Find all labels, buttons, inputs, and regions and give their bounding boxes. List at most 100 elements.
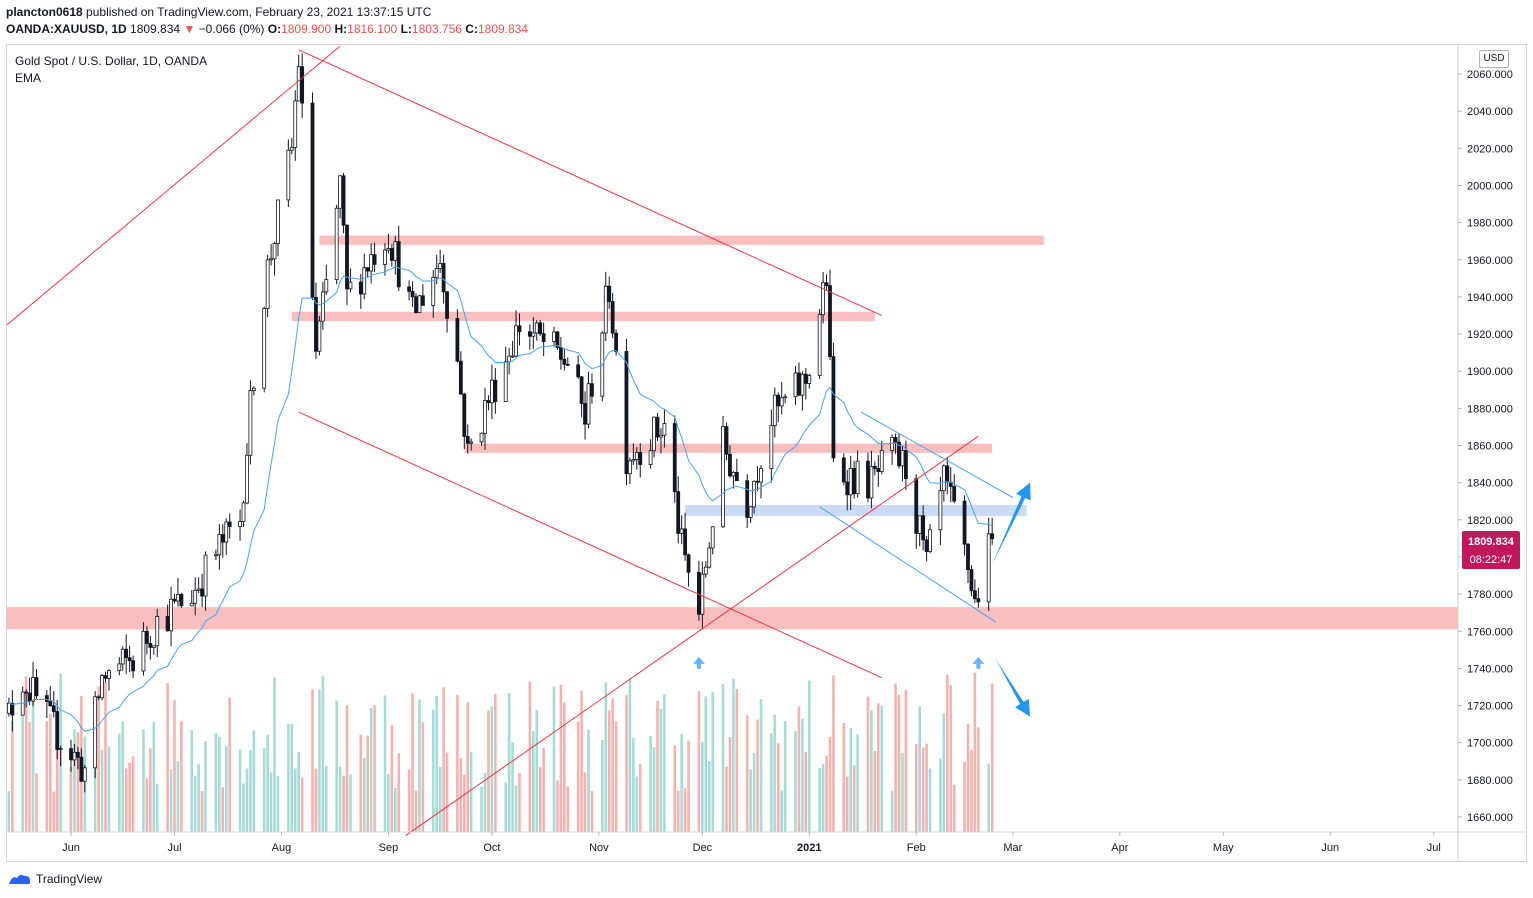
candle-body [96,696,101,699]
close-value: 1809.834 [477,22,529,36]
volume-bar [273,677,276,832]
high-value: 1816.100 [347,22,398,36]
volume-bar [963,761,966,832]
volume-bar [204,741,207,832]
volume-bar [749,769,752,832]
candle-body [845,481,850,496]
candle-body [358,281,363,295]
volume-bar [632,738,635,832]
candle-body [169,598,173,632]
candle-body [683,528,687,556]
candle-body [393,241,398,261]
candle-body [614,332,618,352]
candle-body [638,452,643,465]
volume-bar [345,705,349,832]
candle-body [807,374,812,384]
volume-bar [635,776,639,832]
volume-bar [456,694,459,832]
candle-body [10,702,15,716]
candle-body [172,598,177,602]
trend-line [298,49,882,316]
volume-bar [804,751,808,832]
candle-body [855,460,860,495]
resistance-zone [7,607,1458,630]
volume-bar [552,686,556,832]
candle-body [952,486,957,502]
candle-body [893,437,898,443]
price-tick-label: 2060.000 [1467,69,1513,81]
currency-button[interactable]: USD [1479,50,1509,68]
volume-bar [100,749,104,832]
arrows [692,482,1031,717]
candle-body [800,373,805,396]
volume-bar [466,702,470,832]
volume-bar [418,699,421,832]
candle-body [914,478,919,534]
volume-bar [756,719,759,832]
volume-bar [866,696,870,832]
candle-body [7,702,11,714]
candle-body [659,434,663,438]
volume-bar [383,695,387,832]
candle-body [220,534,225,543]
channel-line [819,506,996,623]
candle-body [945,465,950,483]
candle-body [897,441,901,467]
candle-body [503,361,508,402]
volume-bar [245,768,249,832]
volume-bar [197,764,200,832]
trend-line [6,45,341,326]
legend-indicator[interactable]: EMA [15,71,42,85]
volume-bar [407,769,411,832]
candle-body [441,263,446,293]
candle-body [296,66,301,102]
candle-body [904,450,908,479]
price-tick-label: 1860.000 [1467,441,1513,453]
candle-body [314,297,318,352]
candle-body [779,397,784,407]
volume-bar [532,731,535,832]
candle-body [679,528,684,534]
volume-bar [287,723,290,832]
candle-body [286,149,291,201]
candle-body [124,648,129,659]
volume-bar [173,700,176,832]
volume-bar [783,721,787,832]
volume-bar [7,791,11,832]
candle-body [324,279,329,293]
volume-bar [335,700,338,832]
volume-bar [314,768,318,832]
volume-bar [583,772,587,832]
candle-body [362,267,367,295]
candle-body [320,291,325,322]
volume-bar [607,710,611,832]
footer-brand[interactable]: TradingView [8,872,102,886]
volume-bar [442,687,445,832]
candle-body [24,691,29,694]
time-tick-label: Apr [1111,842,1128,854]
candle-body [438,263,443,269]
candle-body [58,748,63,750]
volume-bar [990,683,994,832]
candle-body [493,379,498,402]
volume-bar [673,745,677,832]
volume-bar [949,685,953,832]
volume-bar [11,721,14,832]
candle-body [383,249,387,265]
candle-body [131,660,136,672]
volume-bar [73,729,76,832]
volume-bar [169,769,173,832]
volume-bar [342,775,345,832]
price-tick-label: 1820.000 [1467,515,1513,527]
symbol-label: OANDA:XAUUSD, 1D [6,22,127,36]
volume-bar [977,727,980,832]
candles [7,53,995,793]
volume-bar [649,736,652,832]
candle-body [510,355,515,358]
candle-body [962,500,967,545]
author-name[interactable]: plancton0618 [6,5,83,19]
volume-bar [808,680,811,832]
candle-body [269,258,274,261]
volume-bar [321,675,325,832]
